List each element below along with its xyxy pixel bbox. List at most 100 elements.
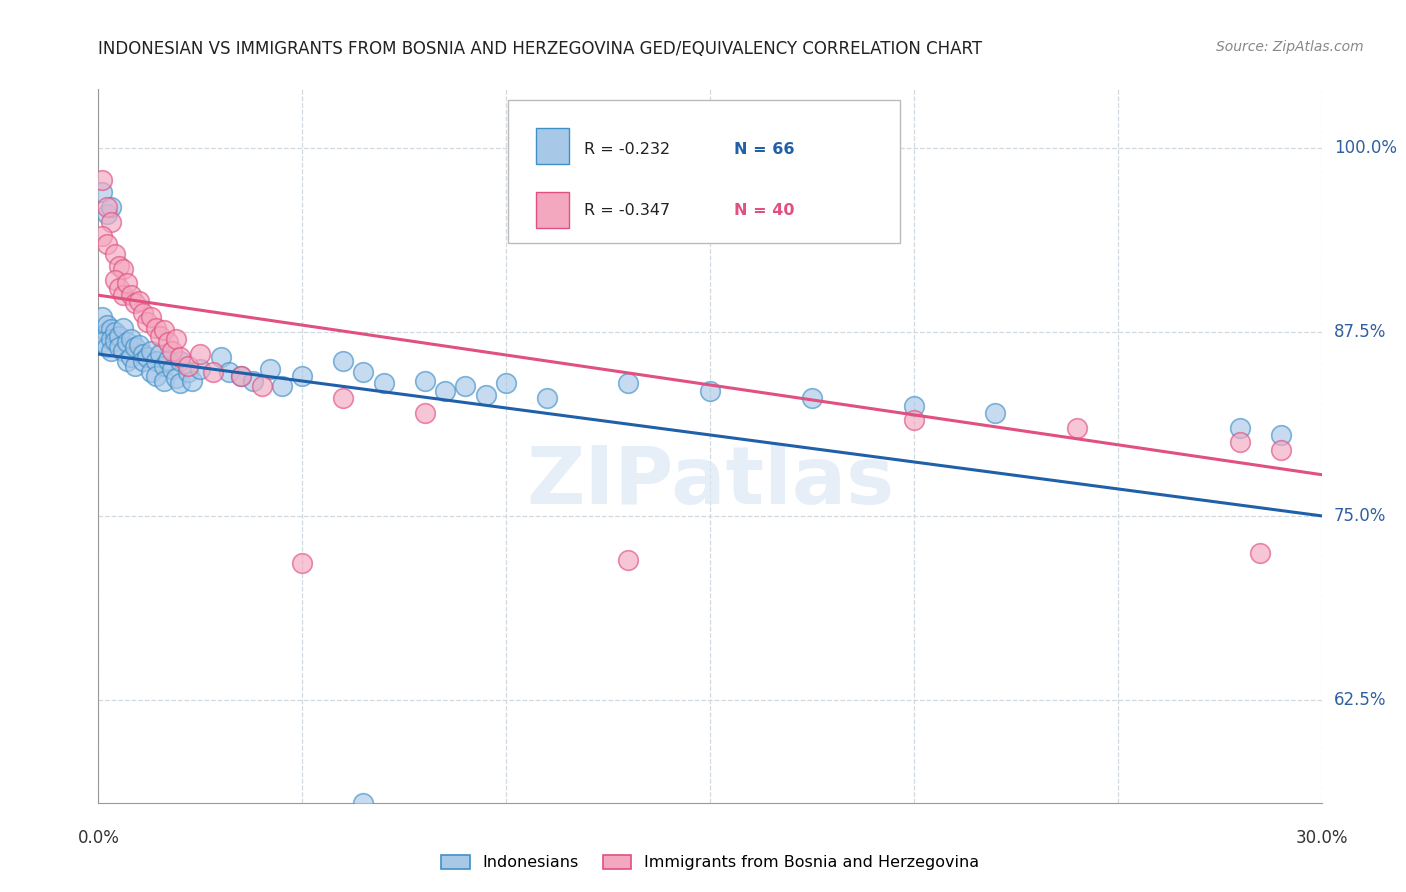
Point (495, 376, 517, 391)
Point (111, 344, 134, 359)
Point (1270, 442, 1292, 457)
Point (96, 340, 118, 354)
Point (115, 277, 138, 291)
Point (96, 236, 118, 251)
Text: 30.0%: 30.0% (1295, 830, 1348, 847)
Point (96, 200, 118, 214)
Point (136, 350, 159, 364)
Point (434, 384, 457, 398)
Point (474, 388, 498, 402)
Point (152, 374, 174, 388)
Text: 62.5%: 62.5% (1334, 690, 1386, 709)
Point (132, 354, 155, 368)
Point (96, 325, 118, 339)
Point (699, 384, 721, 398)
Point (181, 374, 204, 388)
Point (177, 365, 200, 379)
Text: 87.5%: 87.5% (1334, 323, 1386, 341)
Point (145, 354, 167, 368)
Point (291, 556, 314, 570)
Point (141, 344, 163, 359)
Point (1066, 420, 1088, 434)
Point (903, 399, 925, 413)
Point (188, 361, 212, 376)
Text: INDONESIAN VS IMMIGRANTS FROM BOSNIA AND HERZEGOVINA GED/EQUIVALENCY CORRELATION: INDONESIAN VS IMMIGRANTS FROM BOSNIA AND… (98, 40, 983, 58)
Point (120, 288, 142, 302)
Text: 100.0%: 100.0% (1334, 139, 1398, 157)
Point (132, 306, 155, 320)
Point (149, 347, 172, 361)
Point (413, 406, 436, 420)
Point (100, 322, 122, 336)
Point (156, 335, 179, 350)
Point (352, 365, 374, 379)
Point (352, 796, 374, 810)
Point (145, 369, 167, 384)
Point (120, 332, 142, 346)
Point (132, 347, 155, 361)
Point (984, 406, 1007, 420)
Point (128, 294, 150, 309)
Point (259, 361, 281, 376)
Point (617, 163, 640, 178)
Point (124, 340, 146, 354)
Point (141, 365, 163, 379)
Text: 75.0%: 75.0% (1334, 507, 1386, 524)
Point (136, 315, 159, 329)
Point (332, 354, 354, 368)
Point (169, 354, 191, 368)
Legend: Indonesians, Immigrants from Bosnia and Herzegovina: Indonesians, Immigrants from Bosnia and … (434, 848, 986, 877)
Point (145, 320, 167, 334)
Point (108, 281, 131, 295)
Point (96, 318, 118, 332)
Point (100, 200, 122, 214)
Text: N = 66: N = 66 (734, 143, 794, 157)
Point (91, 335, 114, 350)
Point (270, 379, 294, 393)
Point (250, 379, 273, 393)
Text: N = 40: N = 40 (734, 203, 794, 218)
Point (617, 376, 640, 391)
Point (156, 353, 179, 368)
Text: Source: ZipAtlas.com: Source: ZipAtlas.com (1216, 40, 1364, 54)
Point (96, 207, 118, 221)
Point (242, 374, 264, 388)
Point (209, 350, 232, 364)
Point (903, 413, 925, 427)
Point (91, 185, 114, 199)
FancyBboxPatch shape (508, 100, 900, 243)
Text: R = -0.347: R = -0.347 (583, 203, 671, 218)
Point (169, 376, 191, 391)
Point (177, 359, 200, 373)
Point (115, 354, 138, 368)
Point (128, 338, 150, 352)
Point (201, 365, 224, 379)
Point (1229, 420, 1251, 434)
Point (169, 350, 191, 364)
Point (165, 332, 187, 346)
Point (100, 344, 122, 359)
FancyBboxPatch shape (536, 192, 569, 228)
Point (120, 350, 142, 364)
Point (536, 391, 558, 405)
Point (141, 310, 163, 325)
Point (152, 324, 174, 338)
Point (100, 214, 122, 228)
Point (617, 553, 640, 567)
Point (160, 344, 183, 359)
Point (111, 288, 134, 302)
Point (152, 359, 174, 373)
Point (104, 247, 127, 261)
Point (801, 391, 824, 405)
Point (160, 361, 183, 376)
Point (108, 259, 131, 273)
Point (111, 320, 134, 334)
Point (1229, 435, 1251, 450)
Point (454, 379, 477, 393)
Text: R = -0.232: R = -0.232 (583, 143, 671, 157)
Point (91, 229, 114, 244)
Point (91, 310, 114, 325)
Point (100, 332, 122, 346)
Point (165, 370, 187, 384)
Point (149, 329, 172, 343)
